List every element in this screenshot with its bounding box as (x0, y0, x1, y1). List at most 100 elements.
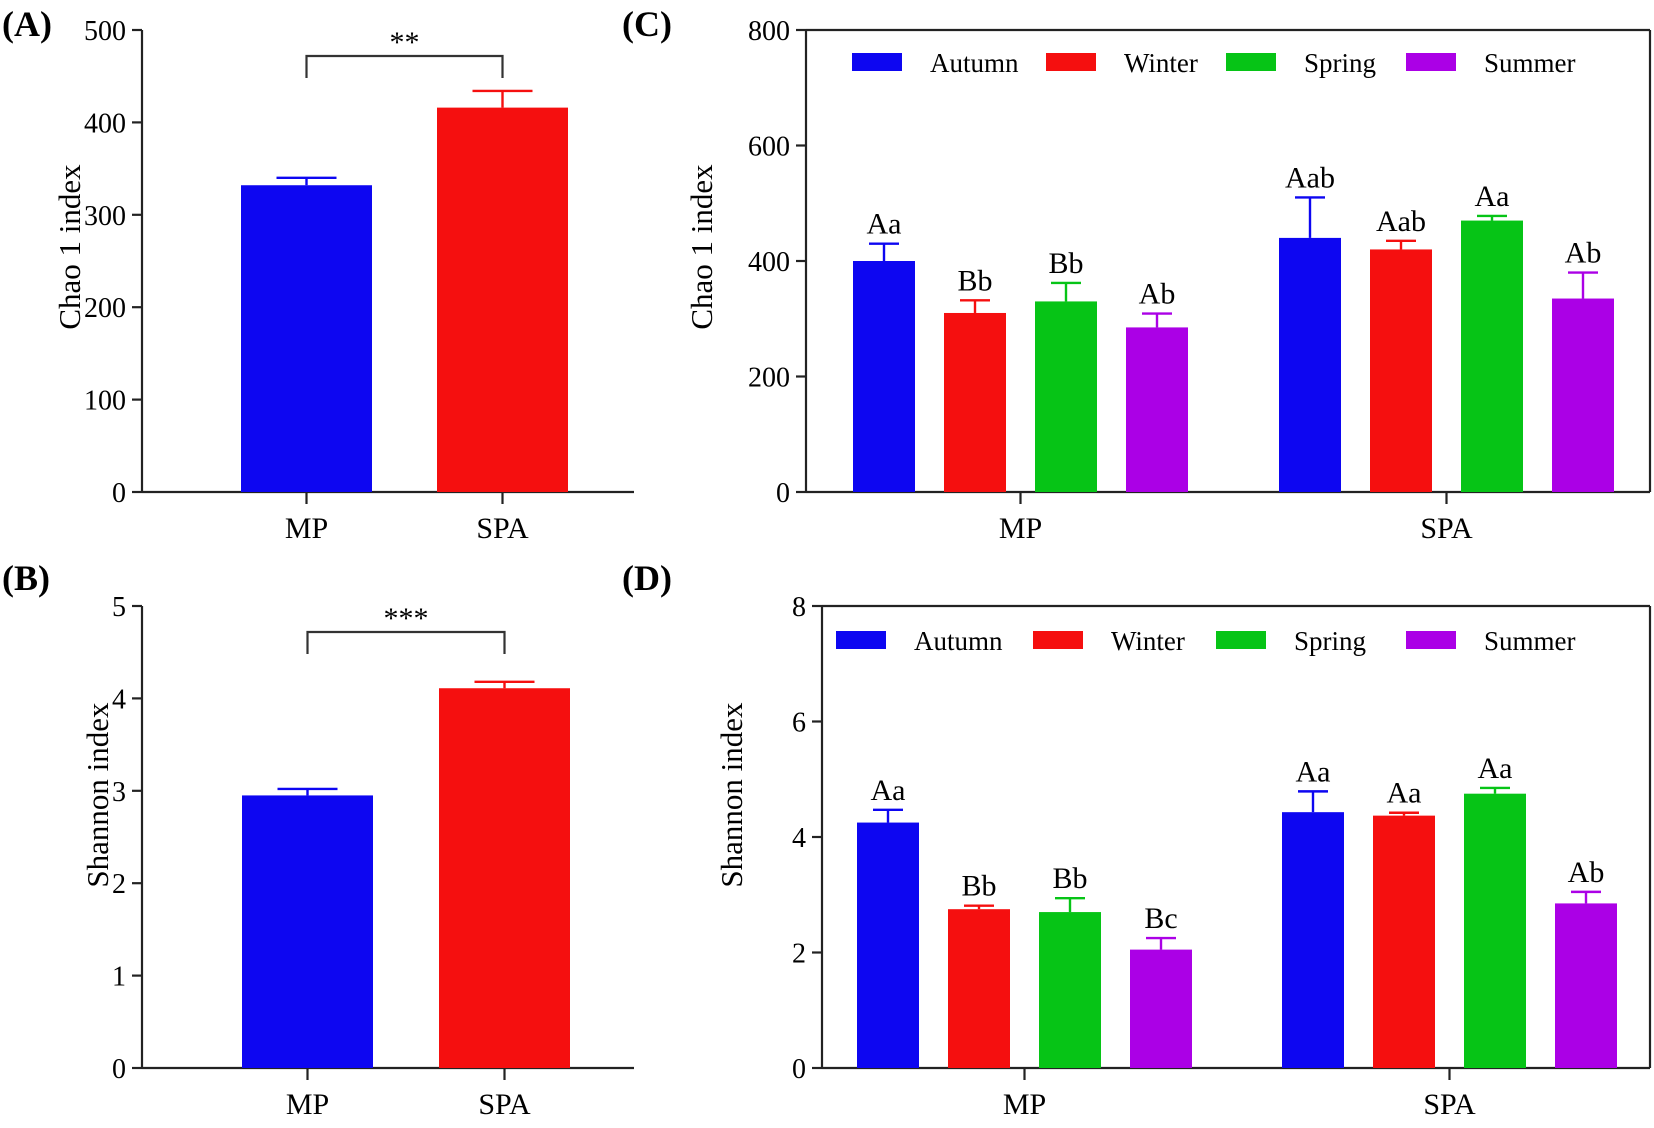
y-axis-label: Shannon index (714, 702, 749, 888)
significance-letter: Aa (1387, 777, 1422, 810)
y-tick-label: 0 (776, 478, 790, 509)
significance-letter: Aa (867, 208, 902, 241)
y-tick-label: 300 (84, 201, 126, 232)
significance-letter: Bc (1144, 902, 1177, 935)
legend-label: Summer (1484, 626, 1576, 656)
x-category-label: SPA (476, 512, 529, 545)
legend-label: Spring (1304, 48, 1376, 78)
significance-letter: Ab (1139, 278, 1176, 311)
y-tick-label: 1 (112, 962, 126, 993)
y-tick-label: 5 (112, 592, 126, 623)
legend-swatch-spring (1216, 631, 1266, 649)
legend-swatch-autumn (852, 53, 902, 71)
bar-spa-winter (1370, 249, 1432, 492)
y-tick-label: 200 (84, 293, 126, 324)
significance-label: *** (384, 602, 429, 635)
legend-label: Autumn (914, 626, 1003, 656)
y-tick-label: 0 (112, 1054, 126, 1085)
y-axis-label: Chao 1 index (684, 164, 719, 330)
legend: Autumn Winter Spring Summer (852, 48, 1576, 78)
legend-swatch-winter (1046, 53, 1096, 71)
x-category-label: MP (1003, 1088, 1046, 1121)
bar-mp (242, 795, 373, 1068)
significance-letter: Aa (871, 774, 906, 807)
bar-spa-winter (1373, 815, 1435, 1068)
bar-mp-autumn (853, 261, 915, 492)
panel-b-shannon-by-site: (B) Shannon index 0 1 2 3 4 5 MP SPA *** (2, 558, 634, 1121)
legend-label: Spring (1294, 626, 1366, 656)
significance-letter: Aab (1376, 205, 1426, 238)
significance-bracket (305, 54, 504, 78)
y-tick-label: 3 (112, 777, 126, 808)
bar-spa (437, 107, 568, 492)
bar-mp-autumn (857, 822, 919, 1068)
y-tick-label: 600 (748, 132, 790, 163)
panel-letter: (B) (2, 558, 50, 598)
bar-mp (241, 185, 372, 492)
y-tick-label: 500 (84, 16, 126, 47)
panel-letter: (C) (622, 4, 672, 44)
y-axis-label: Chao 1 index (52, 164, 87, 330)
y-tick-label: 0 (112, 478, 126, 509)
y-tick-label: 800 (748, 16, 790, 47)
significance-letter: Bb (961, 870, 996, 903)
bar-mp-spring (1039, 912, 1101, 1068)
bar-mp-winter (948, 909, 1010, 1068)
legend-swatch-winter (1033, 631, 1083, 649)
x-category-label: MP (286, 1088, 329, 1121)
x-category-label: MP (285, 512, 328, 545)
panel-letter: (A) (2, 4, 52, 44)
y-tick-label: 0 (792, 1054, 806, 1085)
y-tick-label: 100 (84, 386, 126, 417)
legend-swatch-summer (1406, 53, 1456, 71)
bar-mp-winter (944, 312, 1006, 492)
x-category-label: SPA (478, 1088, 531, 1121)
y-tick-label: 400 (84, 108, 126, 139)
y-tick-label: 8 (792, 592, 806, 623)
significance-letter: Aab (1285, 161, 1335, 194)
legend-label: Autumn (930, 48, 1019, 78)
bar-spa-spring (1461, 220, 1523, 492)
panel-c-chao1-by-season: (C) Chao 1 index 0 200 400 600 800 Aa Bb Bb Ab MP… (622, 4, 1652, 545)
legend-label: Winter (1111, 626, 1185, 656)
legend-swatch-autumn (836, 631, 886, 649)
panel-a-chao1-by-site: (A) Chao 1 index 0 100 200 300 400 500 MP SPA ** (2, 4, 634, 545)
y-tick-label: 200 (748, 363, 790, 394)
significance-bracket (306, 630, 506, 654)
significance-letter: Bb (957, 264, 992, 297)
significance-letter: Aa (1296, 755, 1331, 788)
legend-swatch-spring (1226, 53, 1276, 71)
bar-spa-spring (1464, 793, 1526, 1068)
panel-d-shannon-by-season: (D) Shannon index 0 2 4 6 8 Aa Bb Bb Bc MP Aa Aa Aa A… (622, 558, 1652, 1121)
bar-spa-summer (1555, 903, 1617, 1068)
y-tick-label: 6 (792, 708, 806, 739)
bar-spa (439, 688, 570, 1068)
y-tick-label: 4 (112, 684, 126, 715)
x-category-label: SPA (1423, 1088, 1476, 1121)
y-tick-label: 2 (792, 939, 806, 970)
significance-letter: Ab (1568, 856, 1605, 889)
significance-letter: Aa (1478, 752, 1513, 785)
legend-swatch-summer (1406, 631, 1456, 649)
bar-spa-summer (1552, 298, 1614, 492)
y-tick-label: 400 (748, 247, 790, 278)
significance-letter: Aa (1475, 180, 1510, 213)
significance-letter: Ab (1565, 237, 1602, 270)
legend: Autumn Winter Spring Summer (836, 626, 1576, 656)
x-category-label: SPA (1420, 512, 1473, 545)
panel-letter: (D) (622, 558, 672, 598)
bar-mp-spring (1035, 301, 1097, 492)
bar-mp-summer (1130, 949, 1192, 1068)
bar-mp-summer (1126, 327, 1188, 492)
significance-letter: Bb (1052, 862, 1087, 895)
y-axis-label: Shannon index (80, 702, 115, 888)
legend-label: Winter (1124, 48, 1198, 78)
y-tick-label: 4 (792, 823, 806, 854)
significance-label: ** (390, 26, 420, 59)
bar-spa-autumn (1282, 812, 1344, 1068)
x-category-label: MP (999, 512, 1042, 545)
y-tick-label: 2 (112, 869, 126, 900)
legend-label: Summer (1484, 48, 1576, 78)
significance-letter: Bb (1048, 247, 1083, 280)
